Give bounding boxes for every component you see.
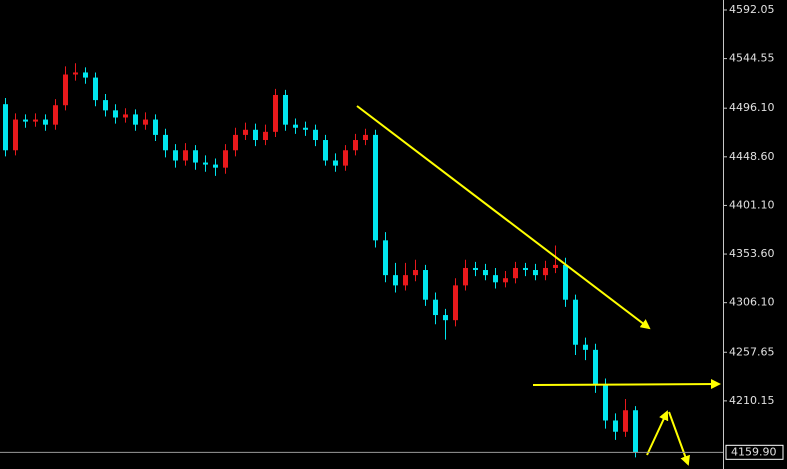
candle-body: [33, 119, 38, 122]
candle-body: [133, 114, 138, 125]
arrow-up: [646, 410, 669, 456]
last-price-box: [725, 444, 784, 460]
candle-body: [203, 162, 208, 165]
candle-body: [503, 278, 508, 283]
candle-body: [103, 100, 108, 111]
annotations: [356, 105, 721, 466]
candle-body: [363, 134, 368, 141]
candle-body: [473, 267, 478, 271]
last-price-label: 4159.90: [731, 445, 777, 458]
y-tick-label: 4496.10: [729, 101, 775, 114]
candle-body: [223, 150, 228, 168]
candle-body: [553, 264, 558, 268]
y-tick-label: 4306.10: [729, 296, 775, 309]
candle-body: [13, 119, 18, 151]
candle-body: [353, 140, 358, 151]
candle-body: [483, 270, 488, 276]
y-tick-label: 4210.15: [729, 394, 775, 407]
arrow-down: [668, 411, 690, 466]
candle-body: [313, 129, 318, 141]
candle-body: [263, 131, 268, 141]
candle-body: [283, 94, 288, 125]
candle-body: [193, 150, 198, 163]
candle-body: [533, 270, 538, 276]
candle-body: [573, 299, 578, 345]
candle-body: [113, 110, 118, 118]
y-tick-label: 4592.05: [729, 3, 775, 16]
candle-body: [393, 275, 398, 286]
candle-body: [563, 264, 568, 300]
candle-body: [73, 72, 78, 75]
candle-body: [543, 267, 548, 276]
candle-body: [153, 119, 158, 135]
candle-body: [23, 119, 28, 122]
candle-body: [433, 299, 438, 316]
candle-body: [63, 74, 68, 106]
candle-body: [463, 267, 468, 286]
candle-body: [613, 420, 618, 432]
candle-body: [213, 164, 218, 168]
candle-body: [173, 150, 178, 161]
candle-body: [53, 105, 58, 125]
y-tick-label: 4257.65: [729, 345, 775, 358]
candle-body: [183, 150, 188, 161]
candle-body: [403, 275, 408, 286]
candle-body: [243, 129, 248, 135]
candle-body: [633, 410, 638, 453]
candle-body: [493, 275, 498, 283]
candle-body: [373, 134, 378, 241]
candle-body: [3, 104, 8, 151]
y-tick-label: 4353.60: [729, 247, 775, 260]
candle-body: [273, 94, 278, 132]
candle-body: [513, 267, 518, 279]
candle-body: [163, 134, 168, 151]
candle-body: [143, 119, 148, 125]
candle-body: [603, 384, 608, 421]
candle-body: [593, 349, 598, 385]
candle-body: [453, 285, 458, 321]
candle-body: [293, 124, 298, 128]
candle-body: [323, 140, 328, 161]
candle-body: [523, 267, 528, 271]
horizontal-line: [532, 379, 721, 390]
trend-line: [356, 105, 651, 330]
candle-body: [443, 315, 448, 321]
candle-body: [383, 240, 388, 276]
y-tick-label: 4544.55: [729, 52, 775, 65]
candle-body: [233, 134, 238, 151]
y-tick-label: 4401.10: [729, 198, 775, 211]
candle-body: [303, 127, 308, 130]
candle-body: [93, 77, 98, 101]
candle-body: [583, 344, 588, 350]
candle-body: [83, 72, 88, 78]
candle-body: [333, 160, 338, 166]
candles: [3, 63, 638, 458]
candle-body: [623, 410, 628, 432]
candle-body: [43, 119, 48, 125]
candle-body: [343, 150, 348, 166]
candle-body: [123, 114, 128, 118]
candle-body: [413, 270, 418, 276]
y-tick-label: 4448.60: [729, 150, 775, 163]
candle-body: [423, 270, 428, 300]
candle-body: [253, 129, 258, 141]
